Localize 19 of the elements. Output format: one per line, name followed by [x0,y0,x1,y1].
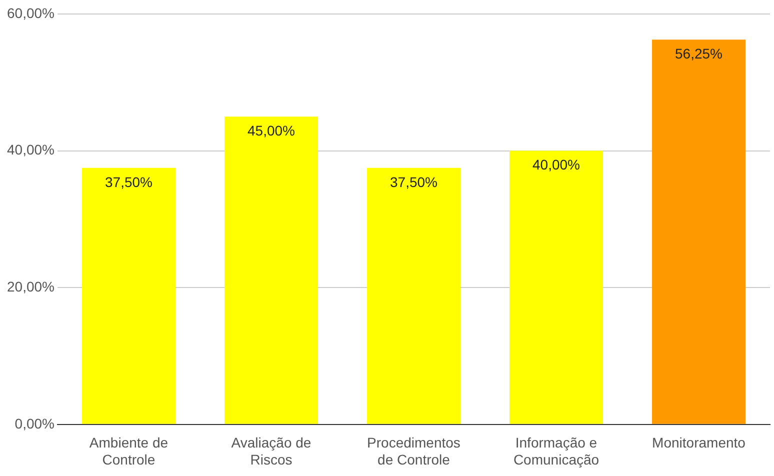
data-label: 45,00% [247,122,295,138]
y-tick-label: 40,00% [7,142,54,158]
bar [652,40,746,424]
y-tick-label: 0,00% [14,415,54,432]
bar [367,168,460,424]
x-tick-label: Informação e Comunicação [513,434,600,468]
data-label: 37,50% [104,174,152,190]
data-label: 40,00% [532,156,580,173]
y-tick-label: 60,00% [7,4,54,21]
bar [82,168,176,424]
data-label: 56,25% [675,46,722,62]
bar [224,116,318,424]
x-tick-label: Avaliação de Riscos [231,434,312,468]
x-tick-label: Ambiente de Controle [89,434,168,468]
x-tick-label: Monitoramento [652,434,746,451]
data-label: 37,50% [390,174,438,190]
x-tick-label: Procedimentos de Controle [367,434,460,468]
y-tick-label: 20,00% [7,278,54,294]
bar [510,150,603,424]
